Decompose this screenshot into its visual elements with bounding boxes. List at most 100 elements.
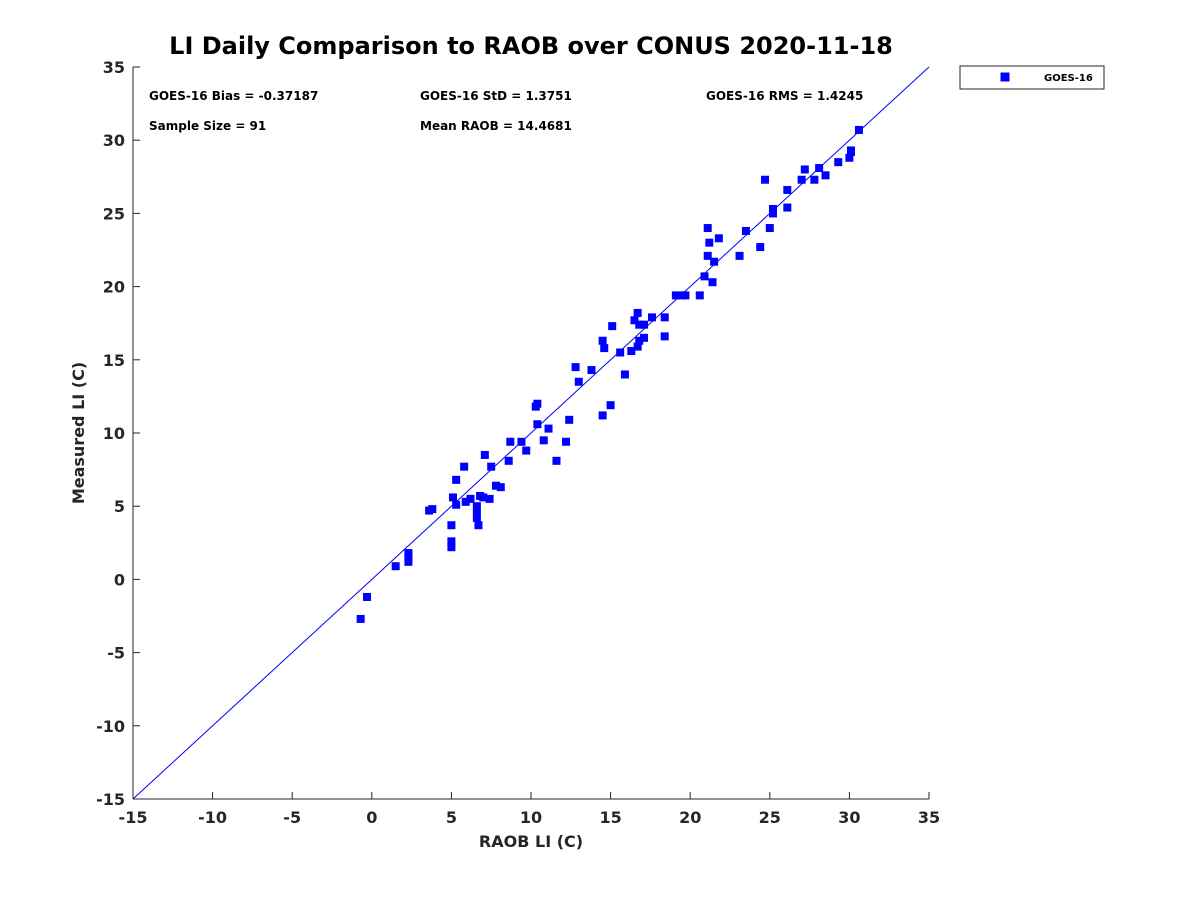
legend-marker-goes-16 — [1000, 72, 1010, 82]
data-point — [491, 481, 500, 490]
data-point — [404, 557, 413, 566]
data-point — [810, 175, 819, 184]
data-point — [695, 291, 704, 300]
data-point — [710, 257, 719, 266]
rms-stat: GOES-16 RMS = 1.4245 — [706, 89, 863, 103]
data-point — [517, 437, 526, 446]
data-point — [608, 322, 617, 331]
data-point — [765, 224, 774, 233]
data-point — [800, 165, 809, 174]
data-point — [391, 562, 400, 571]
data-point — [735, 251, 744, 260]
data-point — [815, 164, 824, 173]
data-point — [606, 401, 615, 410]
legend-label-goes-16: GOES-16 — [1044, 73, 1093, 84]
data-point — [522, 446, 531, 455]
y-axis-label: Measured LI (C) — [69, 362, 88, 504]
x-tick-label: 15 — [599, 808, 621, 827]
std-stat: GOES-16 StD = 1.3751 — [420, 89, 572, 103]
x-tick-label: 0 — [366, 808, 377, 827]
x-tick-label: 25 — [759, 808, 781, 827]
data-point — [574, 377, 583, 386]
data-point — [496, 483, 505, 492]
x-tick-label: 20 — [679, 808, 701, 827]
data-point — [703, 224, 712, 233]
data-point — [640, 333, 649, 342]
data-point — [703, 251, 712, 260]
data-point — [533, 399, 542, 408]
data-point — [452, 475, 461, 484]
data-point — [472, 513, 481, 522]
one-to-one-reference-line — [132, 66, 930, 800]
data-point — [428, 505, 437, 514]
plot-area: -15 -10 -5 0 5 10 15 20 25 30 35 -15 -10 -5 0 5 10 15 20 2… — [96, 58, 940, 827]
y-tick-label: 30 — [103, 131, 125, 150]
data-point — [587, 366, 596, 375]
data-point — [447, 537, 456, 546]
data-point — [633, 342, 642, 351]
data-point — [761, 175, 770, 184]
data-point — [571, 363, 580, 372]
x-tick-label: 5 — [446, 808, 457, 827]
sample-size-stat: Sample Size = 91 — [149, 119, 266, 133]
data-point — [460, 462, 469, 471]
y-axis-ticks: -15 -10 -5 0 5 10 15 20 25 30 35 — [96, 58, 140, 809]
data-point — [660, 313, 669, 322]
data-point — [485, 494, 494, 503]
data-point — [635, 320, 644, 329]
data-point — [506, 437, 515, 446]
x-tick-label: -15 — [119, 808, 148, 827]
x-tick-label: 35 — [918, 808, 940, 827]
chart-title: LI Daily Comparison to RAOB over CONUS 2… — [169, 32, 893, 60]
data-point — [552, 456, 561, 465]
data-point — [474, 521, 483, 530]
y-tick-label: 10 — [103, 424, 125, 443]
data-point — [565, 415, 574, 424]
data-point — [472, 502, 481, 511]
data-point — [635, 336, 644, 345]
data-point — [741, 226, 750, 235]
data-point — [598, 336, 607, 345]
x-tick-label: -5 — [283, 808, 301, 827]
data-point — [447, 543, 456, 552]
data-point — [700, 272, 709, 281]
data-point — [671, 291, 680, 300]
data-point — [627, 347, 636, 356]
y-tick-label: -15 — [96, 790, 125, 809]
data-point — [681, 291, 690, 300]
data-point — [797, 175, 806, 184]
legend-box — [959, 65, 1105, 90]
y-tick-label: 5 — [114, 497, 125, 516]
data-point — [714, 234, 723, 243]
y-tick-label: 35 — [103, 58, 125, 77]
data-point — [846, 146, 855, 155]
x-axis-ticks: -15 -10 -5 0 5 10 15 20 25 30 35 — [119, 792, 940, 827]
data-point — [647, 313, 656, 322]
data-point — [479, 493, 488, 502]
data-point — [640, 320, 649, 329]
data-point — [834, 158, 843, 167]
data-point — [539, 436, 548, 445]
data-point — [544, 424, 553, 433]
data-point — [845, 153, 854, 162]
data-point — [466, 494, 475, 503]
y-tick-label: 25 — [103, 204, 125, 223]
data-point — [404, 553, 413, 562]
data-point — [600, 344, 609, 353]
y-tick-label: -5 — [107, 644, 125, 663]
data-point — [447, 521, 456, 530]
data-point — [756, 243, 765, 252]
data-point — [598, 411, 607, 420]
x-tick-label: 10 — [520, 808, 542, 827]
data-point — [472, 508, 481, 517]
data-point — [404, 549, 413, 558]
data-point — [448, 493, 457, 502]
data-point — [452, 500, 461, 509]
y-tick-label: 20 — [103, 278, 125, 297]
data-point — [616, 348, 625, 357]
data-point — [821, 171, 830, 180]
data-point — [533, 420, 542, 429]
x-tick-label: 30 — [838, 808, 860, 827]
data-point — [363, 592, 372, 601]
x-axis-label: RAOB LI (C) — [479, 832, 583, 851]
